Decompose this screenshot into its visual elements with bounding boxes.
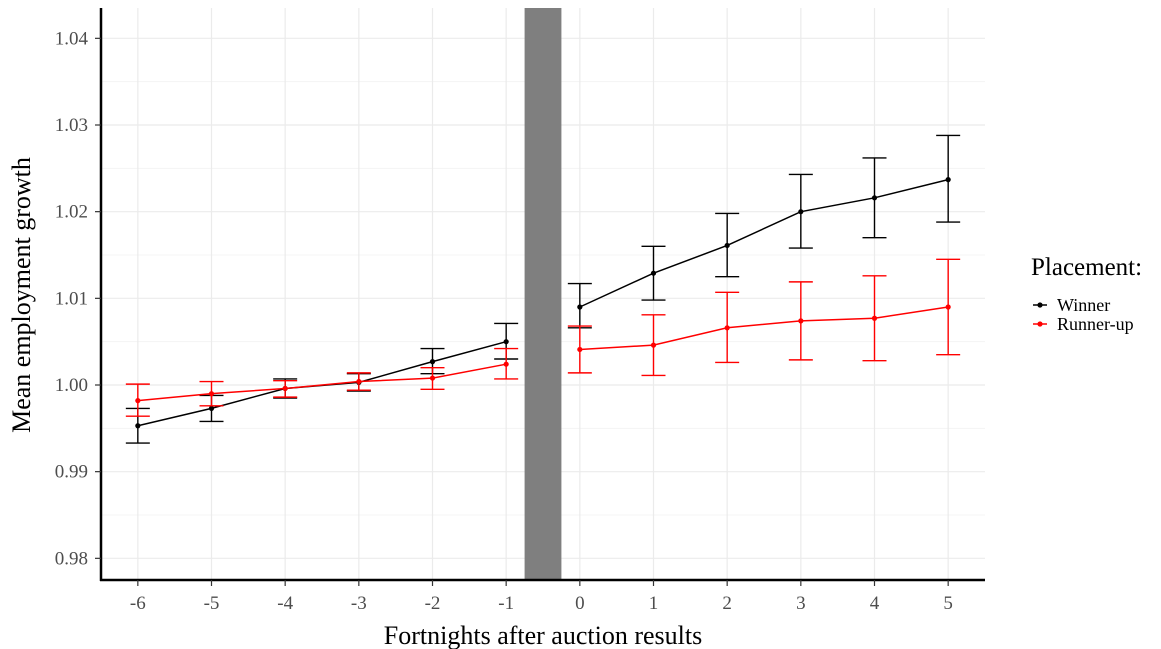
data-point	[503, 361, 509, 367]
series-line	[579, 306, 949, 351]
y-tick-label: 1.00	[55, 375, 88, 396]
data-point	[208, 391, 215, 397]
x-tick-label: 5	[943, 593, 953, 614]
legend-item-winner: Winner	[1033, 295, 1110, 315]
data-point	[945, 304, 951, 310]
series-line	[137, 340, 507, 427]
x-tick-label: 3	[796, 593, 806, 614]
data-point	[282, 385, 288, 392]
data-point	[135, 398, 141, 404]
shaded-band-layer	[524, 8, 562, 580]
axes	[95, 8, 985, 586]
data-point	[577, 304, 583, 310]
x-tick-label: 1	[649, 593, 659, 614]
data-point	[871, 315, 878, 321]
data-point	[503, 339, 509, 345]
x-tick-label: -4	[277, 593, 293, 614]
data-point	[871, 195, 878, 201]
series-runner-up	[125, 258, 961, 417]
data-point	[945, 177, 951, 183]
data-point	[650, 270, 657, 276]
y-tick-label: 0.98	[55, 548, 88, 569]
data-point	[724, 325, 730, 331]
x-tick-label: -2	[425, 593, 441, 614]
data-point	[577, 346, 583, 353]
y-tick-label: 1.03	[55, 115, 88, 136]
data-point	[724, 242, 730, 249]
x-tick-label: 2	[722, 593, 732, 614]
series-layer	[125, 134, 961, 444]
x-tick-label: -3	[351, 593, 367, 614]
legend-title: Placement:	[1031, 254, 1142, 281]
series-line	[137, 363, 507, 402]
data-point	[356, 378, 362, 385]
x-axis-title: Fortnights after auction results	[384, 621, 702, 649]
data-point	[135, 423, 141, 429]
x-tick-label: -5	[204, 593, 220, 614]
x-tick-label: -1	[498, 593, 514, 614]
shaded-band	[524, 8, 562, 580]
x-tick-label: -6	[130, 593, 146, 614]
y-axis-title: Mean employment growth	[7, 157, 36, 433]
y-tick-label: 1.04	[55, 28, 89, 49]
series-line	[579, 178, 949, 308]
data-point	[798, 209, 804, 215]
data-point	[208, 405, 215, 411]
legend-label: Runner-up	[1057, 314, 1134, 334]
legend-item-runner-up: Runner-up	[1033, 314, 1134, 334]
legend-label: Winner	[1057, 295, 1110, 315]
y-tick-label: 0.99	[55, 462, 88, 483]
data-point	[429, 359, 436, 365]
data-point	[650, 342, 657, 348]
legend-key-point	[1037, 321, 1043, 327]
y-tick-label: 1.02	[55, 202, 88, 223]
legend-key-point	[1037, 302, 1043, 308]
x-tick-label: 0	[575, 593, 585, 614]
data-point	[798, 318, 804, 324]
tick-labels: -6 -5 -4 -3 -2 -1 0 1 2 3 4 5 0.98 0.99 1.00 1.01 1.02 1.…	[55, 28, 953, 614]
y-tick-label: 1.01	[55, 288, 88, 309]
data-point	[429, 375, 436, 381]
x-tick-label: 4	[870, 593, 880, 614]
